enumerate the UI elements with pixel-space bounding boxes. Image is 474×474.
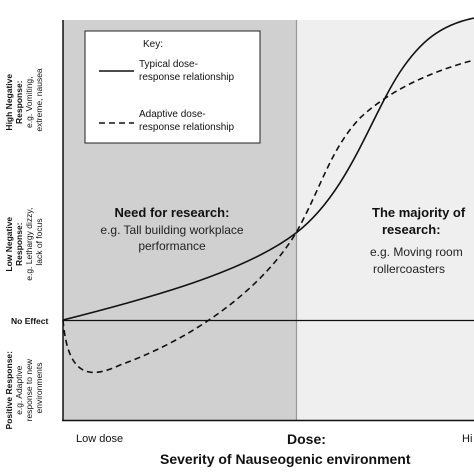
key-adaptive-line2: response relationship xyxy=(139,122,234,133)
no-effect-label: No Effect xyxy=(11,316,48,326)
dose-label: Dose: xyxy=(287,431,326,447)
low-negative-label: Low Negative Response: e.g. Lethargy diz… xyxy=(0,203,44,281)
high-negative-label: High Negative Response: e.g. Vomiting, e… xyxy=(0,68,44,132)
majority-research-region xyxy=(297,20,474,420)
key-typical-line1: Typical dose- xyxy=(139,59,198,70)
majority-research-title1: The majority of xyxy=(372,205,466,220)
key-box xyxy=(84,30,261,144)
key-adaptive-line1: Adaptive dose- xyxy=(139,109,206,120)
typical-dose-response-curve xyxy=(62,17,474,321)
positive-response-label: Positive Response: e.g. Adaptive respons… xyxy=(0,347,44,430)
need-for-research-sub2: performance xyxy=(138,239,206,253)
x-axis-title: Severity of Nauseogenic environment xyxy=(160,451,411,467)
high-dose-label: Hi xyxy=(462,433,472,445)
key-title: Key: xyxy=(143,39,163,50)
majority-research-sub1: e.g. Moving room xyxy=(370,245,463,259)
low-dose-label: Low dose xyxy=(76,433,123,445)
majority-research-title2: research: xyxy=(382,222,441,237)
majority-research-sub2: rollercoasters xyxy=(373,262,445,276)
need-for-research-title: Need for research: xyxy=(115,205,230,220)
need-for-research-sub1: e.g. Tall building workplace xyxy=(100,223,244,237)
adaptive-dose-response-curve xyxy=(62,59,474,374)
key-typical-line2: response relationship xyxy=(139,72,234,83)
